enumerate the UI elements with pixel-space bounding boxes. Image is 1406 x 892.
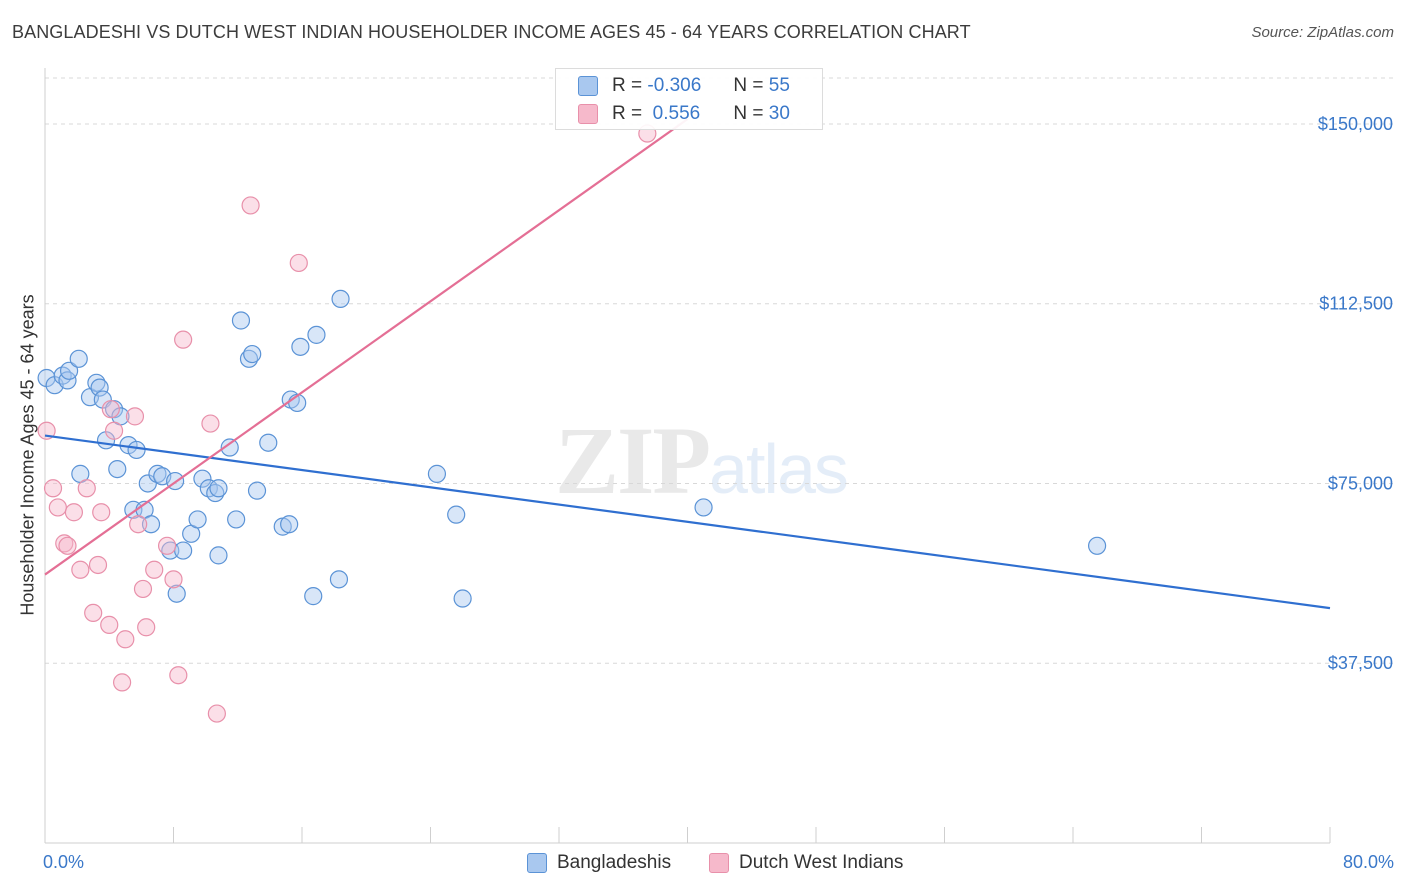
dutch-west-indian-point: [201, 414, 220, 433]
y-tick-label: $112,500: [1319, 294, 1393, 314]
bangladeshi-point: [167, 584, 186, 603]
bangladeshi-point: [148, 464, 167, 483]
bangladeshi-point: [427, 464, 447, 483]
dutch-west-indian-point: [48, 498, 67, 517]
dutch-west-indian-point: [207, 704, 226, 723]
stats-n-label: N =: [733, 103, 764, 124]
dutch-west-indian-point: [84, 603, 103, 623]
bangladeshi-point: [59, 361, 79, 380]
dutch-west-indian-trend-line: [44, 118, 689, 576]
bangladeshi-swatch: [578, 76, 598, 96]
bottom-legend: Bangladeshis Dutch West Indians: [0, 852, 1406, 876]
dutch-west-indian-point: [164, 570, 183, 589]
bangladeshi-point: [227, 510, 246, 529]
stats-n-value: 30: [768, 103, 790, 124]
bangladeshi-point: [174, 541, 193, 560]
watermark-zip: ZIP: [555, 407, 711, 514]
bangladeshi-point: [307, 325, 326, 344]
stats-r-value: 0.556: [647, 103, 701, 124]
dutch-west-indian-point: [43, 479, 63, 498]
bangladeshi-point: [87, 373, 106, 392]
legend-swatch-bangladeshis: [527, 853, 547, 873]
bangladeshi-trend-line: [44, 434, 1331, 610]
dutch-west-indian-point: [125, 407, 145, 426]
stats-legend: R = -0.306 N = 55 R = 0.556 N = 30: [555, 68, 823, 130]
bangladeshi-point: [331, 289, 350, 309]
chart-title: BANGLADESHI VS DUTCH WEST INDIAN HOUSEHO…: [12, 22, 971, 42]
dutch-west-indian-point: [37, 421, 56, 440]
stats-n-value: 55: [768, 75, 790, 96]
bangladeshi-point: [90, 378, 109, 397]
dutch-west-indian-point: [129, 515, 148, 534]
bangladeshi-point: [231, 311, 251, 330]
stats-row-bangladeshi: R = -0.306 N = 55: [578, 73, 790, 99]
dutch-west-indian-point: [169, 666, 188, 685]
bangladeshi-point: [259, 433, 278, 452]
dutch-west-indian-point: [101, 400, 120, 419]
dutch-west-indian-point: [133, 579, 153, 599]
legend-swatch-dutch-west-indians: [709, 853, 729, 873]
bangladeshi-point: [220, 438, 239, 457]
dutch-west-indian-point: [116, 630, 135, 649]
dutch-west-indian-point: [241, 196, 260, 215]
bangladeshi-point: [447, 505, 466, 524]
stats-r-label: R =: [612, 103, 643, 124]
dutch-west-indian-point: [137, 618, 156, 637]
source-label: Source: ZipAtlas.com: [1251, 24, 1394, 41]
bangladeshi-point: [69, 349, 88, 368]
bangladeshi-point: [209, 479, 228, 498]
dutch-west-indian-point: [145, 560, 164, 579]
legend-label-bangladeshis: Bangladeshis: [557, 852, 672, 873]
bangladeshi-point: [291, 337, 310, 356]
bangladeshi-point: [329, 570, 349, 589]
bangladeshi-point: [694, 498, 713, 517]
legend-item-bangladeshis[interactable]: Bangladeshis: [527, 852, 671, 874]
dutch-west-indian-point: [58, 536, 77, 555]
x-tick-label-min: 0.0%: [43, 852, 85, 872]
dutch-west-indian-point: [100, 615, 119, 634]
dutch-west-indian-point: [174, 330, 193, 349]
bangladeshi-point: [108, 459, 127, 479]
dutch-west-indian-point: [92, 503, 111, 522]
dutch-west-indian-point: [157, 536, 177, 555]
watermark: ZIPatlas: [555, 405, 849, 516]
stats-r-label: R =: [612, 75, 643, 96]
bangladeshi-point: [209, 546, 228, 565]
bangladeshi-point: [239, 349, 259, 368]
dutch-west-indian-point: [55, 534, 74, 553]
y-tick-label: $150,000: [1318, 114, 1393, 134]
bangladeshi-point: [206, 483, 225, 503]
bangladeshi-point: [188, 510, 207, 529]
dutch-west-indian-point: [64, 503, 84, 522]
bangladeshi-point: [280, 515, 299, 534]
bangladeshi-point: [141, 515, 161, 534]
x-tick-label-max: 80.0%: [1342, 852, 1394, 872]
bangladeshi-point: [193, 469, 212, 488]
bangladeshi-point: [243, 344, 262, 364]
bangladeshi-point: [304, 587, 323, 606]
dutch-west-indian-point: [104, 421, 124, 440]
stats-row-dutch: R = 0.556 N = 30: [578, 101, 790, 127]
watermark-atlas: atlas: [709, 430, 849, 508]
bangladeshi-point: [247, 481, 267, 500]
dutch-west-indian-point: [88, 555, 108, 575]
bangladeshi-point: [161, 541, 180, 560]
stats-r-value: -0.306: [647, 75, 702, 96]
dutch-west-indian-point: [112, 673, 132, 692]
y-tick-label: $37,500: [1328, 653, 1393, 673]
legend-item-dutch-west-indians[interactable]: Dutch West Indians: [709, 852, 903, 874]
legend-label-dutch-west-indians: Dutch West Indians: [739, 852, 904, 873]
dutch-west-indian-point: [71, 560, 90, 579]
dutch-west-indian-point: [289, 253, 308, 273]
bangladeshi-point: [127, 440, 146, 460]
y-axis-label: Householder Income Ages 45 - 64 years: [17, 294, 38, 616]
y-tick-label: $75,000: [1328, 473, 1393, 493]
stats-n-label: N =: [733, 75, 764, 96]
bangladeshi-point: [138, 474, 157, 493]
bangladeshi-point: [453, 589, 472, 608]
dutch-west-indian-point: [77, 479, 96, 498]
bangladeshi-point: [1087, 536, 1107, 555]
dutch-swatch: [578, 104, 598, 124]
